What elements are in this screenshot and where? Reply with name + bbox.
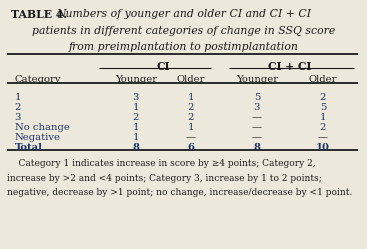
Text: 1: 1	[132, 103, 139, 112]
Text: 3: 3	[15, 113, 21, 122]
Text: No change: No change	[15, 123, 70, 132]
Text: 2: 2	[320, 93, 326, 102]
Text: patients in different categories of change in SSQ score: patients in different categories of chan…	[32, 26, 335, 36]
Text: 1: 1	[132, 133, 139, 142]
Text: Older: Older	[309, 75, 337, 84]
Text: 1: 1	[320, 113, 326, 122]
Text: 1: 1	[132, 123, 139, 132]
Text: 6: 6	[187, 143, 195, 152]
Text: —: —	[252, 133, 262, 142]
Text: Numbers of younger and older CI and CI + CI: Numbers of younger and older CI and CI +…	[56, 9, 311, 19]
Text: —: —	[252, 113, 262, 122]
Text: —: —	[252, 123, 262, 132]
Text: increase by >2 and <4 points; Category 3, increase by 1 to 2 points;: increase by >2 and <4 points; Category 3…	[7, 174, 322, 183]
Text: 2: 2	[188, 103, 194, 112]
Text: 5: 5	[254, 93, 260, 102]
Text: 2: 2	[15, 103, 21, 112]
Text: 1: 1	[15, 93, 21, 102]
Text: 5: 5	[320, 103, 326, 112]
Text: 2: 2	[188, 113, 194, 122]
Text: Category: Category	[15, 75, 61, 84]
Text: 3: 3	[132, 93, 139, 102]
Text: —: —	[318, 133, 328, 142]
Text: Total: Total	[15, 143, 43, 152]
Text: 8: 8	[132, 143, 139, 152]
Text: Younger: Younger	[115, 75, 157, 84]
Text: 2: 2	[320, 123, 326, 132]
Text: Older: Older	[177, 75, 205, 84]
Text: Category 1 indicates increase in score by ≥4 points; Category 2,: Category 1 indicates increase in score b…	[7, 159, 316, 168]
Text: 1: 1	[188, 123, 194, 132]
Text: 3: 3	[254, 103, 260, 112]
Text: 1: 1	[188, 93, 194, 102]
Text: 2: 2	[132, 113, 139, 122]
Text: CI: CI	[157, 61, 170, 72]
Text: 10: 10	[316, 143, 330, 152]
Text: Younger: Younger	[236, 75, 278, 84]
Text: CI + CI: CI + CI	[268, 61, 312, 72]
Text: —: —	[186, 133, 196, 142]
Text: negative, decrease by >1 point; no change, increase/decrease by <1 point.: negative, decrease by >1 point; no chang…	[7, 188, 353, 197]
Text: 8: 8	[254, 143, 260, 152]
Text: from preimplantation to postimplantation: from preimplantation to postimplantation	[69, 42, 298, 52]
Text: TABLE 4.: TABLE 4.	[11, 9, 67, 20]
Text: Negative: Negative	[15, 133, 61, 142]
